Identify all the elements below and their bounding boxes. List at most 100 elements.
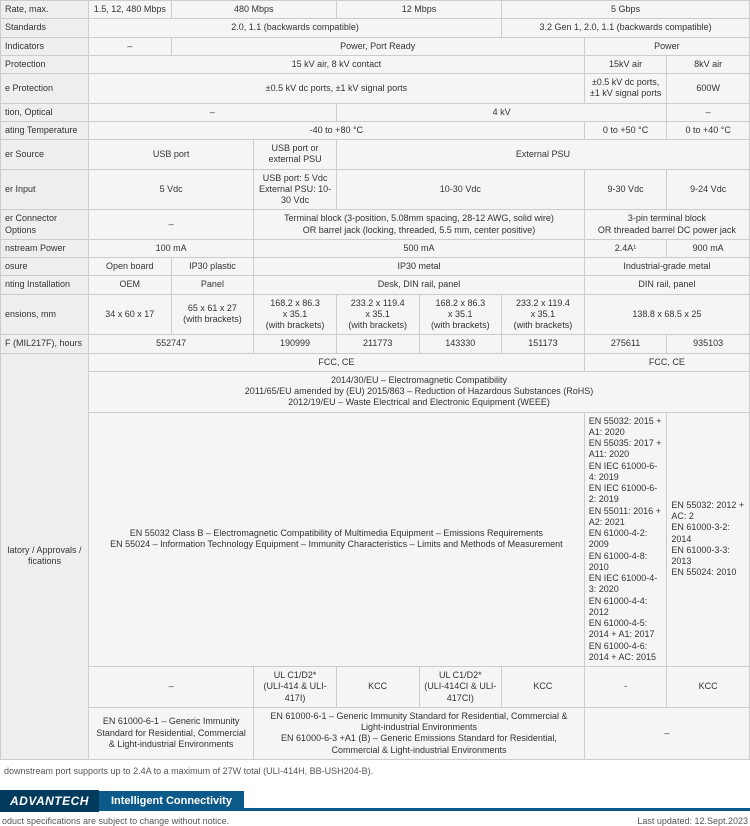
cell: 3.2 Gen 1, 2.0, 1.1 (backwards compatibl…: [502, 19, 750, 37]
table-row: latory / Approvals / fications FCC, CE F…: [1, 353, 750, 371]
cell: -40 to +80 °C: [89, 121, 585, 139]
table-row: EN 61000-6-1 – Generic Immunity Standard…: [1, 707, 750, 759]
cell: 0 to +50 °C: [584, 121, 667, 139]
table-row: nstream Power 100 mA 500 mA 2.4A¹ 900 mA: [1, 239, 750, 257]
table-row: tion, Optical – 4 kV –: [1, 103, 750, 121]
cell: –: [89, 37, 172, 55]
cell: 8kV air: [667, 55, 750, 73]
row-label: latory / Approvals / fications: [1, 353, 89, 759]
cell: Power: [584, 37, 749, 55]
cell: 151173: [502, 335, 585, 353]
cell: –: [89, 667, 254, 708]
cell: 34 x 60 x 17: [89, 294, 172, 335]
table-row: – UL C1/D2*(ULI-414 & ULI-417I) KCC UL C…: [1, 667, 750, 708]
row-label: osure: [1, 258, 89, 276]
cell: 500 mA: [254, 239, 585, 257]
cell: EN 55032: 2012 + AC: 2EN 61000-3-2: 2014…: [667, 412, 750, 667]
cell: OEM: [89, 276, 172, 294]
spec-table: Rate, max. 1.5, 12, 480 Mbps 480 Mbps 12…: [0, 0, 750, 760]
sub-footer: oduct specifications are subject to chan…: [0, 816, 750, 826]
row-label: e Protection: [1, 74, 89, 104]
cell: 935103: [667, 335, 750, 353]
cell: KCC: [667, 667, 750, 708]
cell: EN 55032: 2015 + A1: 2020EN 55035: 2017 …: [584, 412, 667, 667]
cell: Desk, DIN rail, panel: [254, 276, 585, 294]
cell: IP30 metal: [254, 258, 585, 276]
row-label: nting Installation: [1, 276, 89, 294]
cell: Power, Port Ready: [171, 37, 584, 55]
cell: Terminal block (3-position, 5.08mm spaci…: [254, 210, 585, 240]
row-label: er Connector Options: [1, 210, 89, 240]
cell: 5 Gbps: [502, 1, 750, 19]
cell: 0 to +40 °C: [667, 121, 750, 139]
cell: 2.4A¹: [584, 239, 667, 257]
cell: 480 Mbps: [171, 1, 336, 19]
cell: FCC, CE: [584, 353, 749, 371]
table-row: ensions, mm 34 x 60 x 17 65 x 61 x 27(wi…: [1, 294, 750, 335]
cell: 2.0, 1.1 (backwards compatible): [89, 19, 502, 37]
last-updated: Last updated: 12.Sept.2023: [637, 816, 748, 826]
brand-bar: ADVANTECH Intelligent Connectivity: [0, 790, 750, 812]
row-label: Rate, max.: [1, 1, 89, 19]
cell: 168.2 x 86.3x 35.1(with brackets): [254, 294, 337, 335]
table-row: Protection 15 kV air, 8 kV contact 15kV …: [1, 55, 750, 73]
cell: –: [667, 103, 750, 121]
table-row: EN 55032 Class B – Electromagnetic Compa…: [1, 412, 750, 667]
cell: UL C1/D2*(ULI-414 & ULI-417I): [254, 667, 337, 708]
table-row: nting Installation OEM Panel Desk, DIN r…: [1, 276, 750, 294]
cell: 2014/30/EU – Electromagnetic Compatibili…: [89, 371, 750, 412]
cell: IP30 plastic: [171, 258, 254, 276]
cell: –: [89, 103, 337, 121]
cell: KCC: [502, 667, 585, 708]
cell: 168.2 x 86.3x 35.1(with brackets): [419, 294, 502, 335]
row-label: F (MIL217F), hours: [1, 335, 89, 353]
row-label: Protection: [1, 55, 89, 73]
cell: EN 61000-6-1 – Generic Immunity Standard…: [89, 707, 254, 759]
cell: 3-pin terminal blockOR threaded barrel D…: [584, 210, 749, 240]
cell: 143330: [419, 335, 502, 353]
cell: ±0.5 kV dc ports, ±1 kV signal ports: [89, 74, 585, 104]
row-label: Indicators: [1, 37, 89, 55]
cell: 9-24 Vdc: [667, 169, 750, 210]
footer: ADVANTECH Intelligent Connectivity oduct…: [0, 790, 750, 826]
table-row: er Connector Options – Terminal block (3…: [1, 210, 750, 240]
cell: FCC, CE: [89, 353, 585, 371]
cell: KCC: [336, 667, 419, 708]
cell: Industrial-grade metal: [584, 258, 749, 276]
footnote: downstream port supports up to 2.4A to a…: [4, 766, 746, 776]
row-label: tion, Optical: [1, 103, 89, 121]
cell: 1.5, 12, 480 Mbps: [89, 1, 172, 19]
table-row: er Source USB port USB port or external …: [1, 140, 750, 170]
cell: 4 kV: [336, 103, 667, 121]
cell: 9-30 Vdc: [584, 169, 667, 210]
cell: UL C1/D2*(ULI-414CI & ULI-417CI): [419, 667, 502, 708]
row-label: er Source: [1, 140, 89, 170]
table-row: osure Open board IP30 plastic IP30 metal…: [1, 258, 750, 276]
table-row: er Input 5 Vdc USB port: 5 VdcExternal P…: [1, 169, 750, 210]
table-row: 2014/30/EU – Electromagnetic Compatibili…: [1, 371, 750, 412]
table-row: Standards 2.0, 1.1 (backwards compatible…: [1, 19, 750, 37]
table-row: e Protection ±0.5 kV dc ports, ±1 kV sig…: [1, 74, 750, 104]
cell: EN 55032 Class B – Electromagnetic Compa…: [89, 412, 585, 667]
cell: USB port: [89, 140, 254, 170]
cell: USB port or external PSU: [254, 140, 337, 170]
cell: 900 mA: [667, 239, 750, 257]
cell: 100 mA: [89, 239, 254, 257]
row-label: ating Temperature: [1, 121, 89, 139]
cell: External PSU: [336, 140, 749, 170]
brand-tagline: Intelligent Connectivity: [99, 791, 244, 811]
table-row: F (MIL217F), hours 552747 190999 211773 …: [1, 335, 750, 353]
cell: EN 61000-6-1 – Generic Immunity Standard…: [254, 707, 585, 759]
brand-rule: [244, 808, 750, 811]
cell: DIN rail, panel: [584, 276, 749, 294]
disclaimer: oduct specifications are subject to chan…: [2, 816, 229, 826]
cell: 15 kV air, 8 kV contact: [89, 55, 585, 73]
row-label: er Input: [1, 169, 89, 210]
cell: 211773: [336, 335, 419, 353]
cell: –: [89, 210, 254, 240]
cell: 600W: [667, 74, 750, 104]
cell: USB port: 5 VdcExternal PSU: 10-30 Vdc: [254, 169, 337, 210]
row-label: nstream Power: [1, 239, 89, 257]
cell: -: [584, 667, 667, 708]
cell: Panel: [171, 276, 254, 294]
